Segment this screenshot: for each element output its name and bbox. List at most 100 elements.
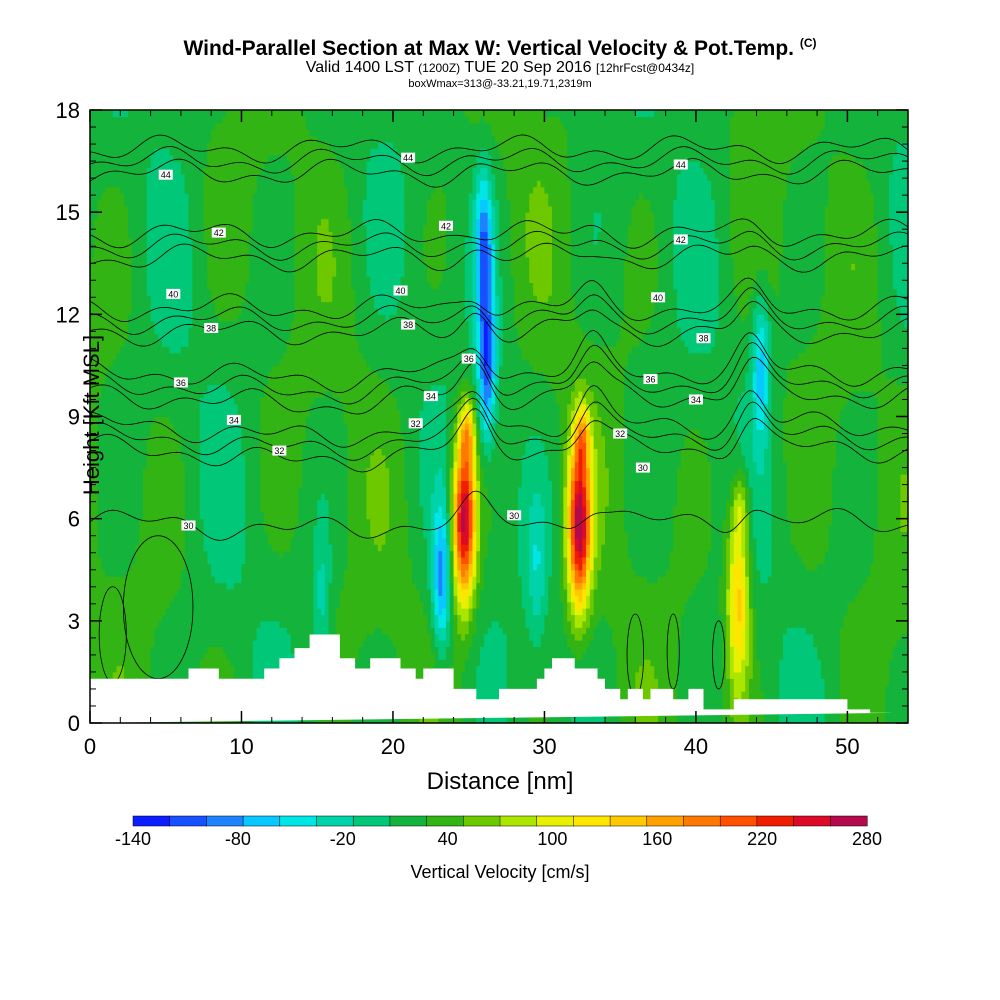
theta-contour-line: [90, 356, 908, 415]
velocity-field: [90, 110, 908, 723]
theta-label: 42: [438, 220, 453, 231]
theta-label-bg: [393, 285, 408, 296]
theta-label: 36: [173, 377, 188, 388]
colorbar-swatch: [463, 815, 501, 827]
colorbar-swatch: [206, 815, 244, 827]
theta-label-text: 42: [214, 228, 224, 238]
y-tick-label: 3: [68, 609, 80, 634]
theta-contour-line: [90, 341, 908, 405]
theta-label-text: 30: [638, 463, 648, 473]
theta-label-text: 38: [206, 323, 216, 333]
colorbar-tick-label: 160: [642, 829, 672, 849]
theta-contour-line: [90, 329, 908, 394]
theta-label: 38: [696, 333, 711, 344]
theta-label-text: 44: [403, 153, 413, 163]
theta-label-text: 34: [229, 415, 239, 425]
terrain: [90, 634, 893, 723]
theta-label-bg: [173, 377, 188, 388]
theta-contour-line: [90, 145, 908, 177]
theta-contour-line: [90, 384, 908, 448]
theta-label-bg: [166, 288, 181, 299]
theta-label: 44: [158, 169, 173, 180]
theta-label: 42: [673, 234, 688, 245]
y-tick-label: 12: [56, 302, 80, 327]
colorbar-swatch: [169, 815, 207, 827]
y-tick-label: 0: [68, 711, 80, 736]
colorbar-swatch: [719, 815, 758, 827]
y-tick-label: 9: [68, 405, 80, 430]
x-axis-label: Distance [nm]: [0, 768, 1000, 796]
theta-contours: [90, 40, 908, 697]
theta-label-text: 36: [464, 354, 474, 364]
theta-contour-line: [90, 242, 908, 273]
colorbar-swatch: [279, 815, 318, 827]
chart-title: Wind-Parallel Section at Max W: Vertical…: [0, 36, 1000, 61]
theta-label-text: 40: [653, 293, 663, 303]
theta-label-bg: [688, 394, 703, 405]
theta-label-text: 32: [274, 446, 284, 456]
theta-contour-line: [90, 300, 908, 347]
colorbar-tick-label: -80: [225, 829, 251, 849]
theta-label-text: 34: [691, 395, 701, 405]
colorbar-tick-label: 220: [747, 829, 777, 849]
theta-label-bg: [401, 319, 416, 330]
theta-label-bg: [211, 227, 226, 238]
theta-contour-line: [90, 51, 908, 80]
theta-label-text: 38: [403, 320, 413, 330]
colorbar-swatch: [646, 815, 685, 827]
colorbar-swatch: [573, 815, 611, 827]
theta-label-bg: [204, 322, 219, 333]
colorbar-swatch: [536, 815, 574, 827]
colorbar-swatch: [389, 815, 428, 827]
x-tick-label: 20: [381, 734, 405, 759]
theta-label-text: 38: [698, 334, 708, 344]
colorbar-label: Vertical Velocity [cm/s]: [0, 862, 1000, 883]
theta-label: 30: [635, 462, 650, 473]
theta-label-bg: [696, 333, 711, 344]
theta-label: 34: [226, 414, 241, 425]
theta-contour-line: [90, 134, 908, 165]
theta-label-text: 32: [411, 419, 421, 429]
theta-contour-labels: 44 44 44 42 42 42 40 40 40 38 38 38 36 36 36 34 34 34 32 32…: [158, 152, 711, 531]
theta-contour-line: [90, 277, 908, 323]
theta-label-text: 36: [645, 375, 655, 385]
theta-label-bg: [423, 391, 438, 402]
colorbar-swatch: [793, 815, 831, 827]
theta-label: 42: [211, 227, 226, 238]
theta-label-bg: [181, 520, 196, 531]
theta-label: 34: [688, 394, 703, 405]
theta-label: 40: [393, 285, 408, 296]
theta-label: 38: [401, 319, 416, 330]
theta-label: 44: [401, 152, 416, 163]
colorbar-tick-label: 40: [438, 829, 458, 849]
theta-label: 32: [408, 418, 423, 429]
theta-label-bg: [272, 445, 287, 456]
theta-contour-line: [90, 40, 908, 68]
theta-label: 34: [423, 391, 438, 402]
theta-label-text: 40: [168, 289, 178, 299]
x-tick-label: 50: [835, 734, 859, 759]
theta-label-text: 30: [509, 511, 519, 521]
theta-label-text: 44: [676, 160, 686, 170]
y-tick-label: 15: [56, 200, 80, 225]
theta-label-bg: [158, 169, 173, 180]
chart-subtitle: Valid 1400 LST (1200Z) TUE 20 Sep 2016 […: [0, 59, 1000, 77]
theta-contour-line: [90, 230, 908, 261]
theta-label-text: 42: [441, 221, 451, 231]
colorbar-swatch: [352, 815, 391, 827]
theta-label-bg: [461, 353, 476, 364]
theta-label-bg: [651, 292, 666, 303]
box-info: boxWmax=313@-33.21,19.71,2319m: [0, 78, 1000, 90]
theta-label-text: 30: [183, 521, 193, 531]
theta-label: 40: [166, 288, 181, 299]
colorbar-swatch: [242, 815, 281, 827]
theta-label-text: 40: [396, 286, 406, 296]
theta-contour-closed: [712, 620, 726, 690]
colorbar-tick-label: -140: [115, 829, 151, 849]
x-tick-label: 40: [684, 734, 708, 759]
theta-label-bg: [635, 462, 650, 473]
theta-label: 32: [272, 445, 287, 456]
x-tick-label: 0: [84, 734, 96, 759]
colorbar: -140 -80 -20 40 100 160 220 280: [115, 815, 882, 849]
